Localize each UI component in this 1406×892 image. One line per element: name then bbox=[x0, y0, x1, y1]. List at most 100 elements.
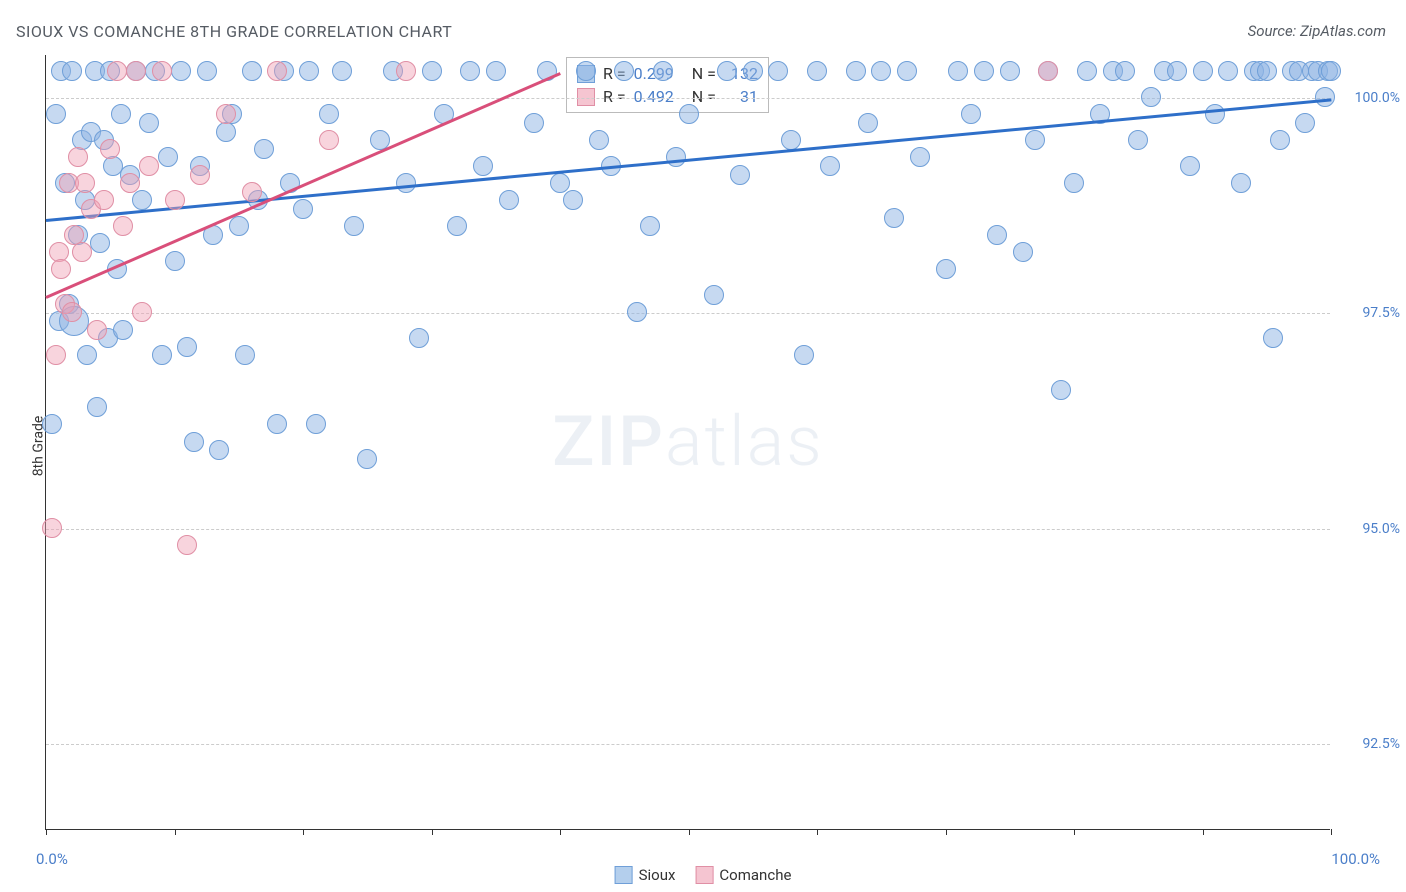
scatter-point bbox=[306, 414, 326, 434]
scatter-point bbox=[77, 345, 97, 365]
series-swatch bbox=[577, 88, 595, 106]
scatter-point bbox=[499, 190, 519, 210]
scatter-point bbox=[113, 320, 133, 340]
scatter-point bbox=[51, 259, 71, 279]
scatter-point bbox=[987, 225, 1007, 245]
scatter-point bbox=[781, 130, 801, 150]
scatter-point bbox=[1321, 61, 1341, 81]
x-tick bbox=[432, 829, 433, 835]
scatter-point bbox=[126, 61, 146, 81]
scatter-point bbox=[42, 518, 62, 538]
scatter-point bbox=[1064, 173, 1084, 193]
scatter-point bbox=[1167, 61, 1187, 81]
scatter-point bbox=[113, 216, 133, 236]
scatter-point bbox=[111, 104, 131, 124]
scatter-point bbox=[524, 113, 544, 133]
x-axis-max-label: 100.0% bbox=[1331, 850, 1380, 868]
scatter-point bbox=[768, 61, 788, 81]
scatter-point bbox=[936, 259, 956, 279]
scatter-point bbox=[1000, 61, 1020, 81]
scatter-point bbox=[460, 61, 480, 81]
scatter-point bbox=[267, 61, 287, 81]
legend-label: Comanche bbox=[719, 866, 791, 884]
scatter-point bbox=[1315, 87, 1335, 107]
scatter-point bbox=[107, 61, 127, 81]
scatter-point bbox=[422, 61, 442, 81]
scatter-point bbox=[1013, 242, 1033, 262]
scatter-point bbox=[627, 302, 647, 322]
scatter-point bbox=[1128, 130, 1148, 150]
scatter-point bbox=[884, 208, 904, 228]
scatter-point bbox=[165, 190, 185, 210]
scatter-point bbox=[42, 414, 62, 434]
scatter-point bbox=[216, 104, 236, 124]
scatter-point bbox=[807, 61, 827, 81]
scatter-point bbox=[68, 147, 88, 167]
scatter-point bbox=[409, 328, 429, 348]
scatter-point bbox=[94, 190, 114, 210]
y-tick-label: 100.0% bbox=[1355, 90, 1400, 106]
scatter-point bbox=[396, 61, 416, 81]
correlation-chart: SIOUX VS COMANCHE 8TH GRADE CORRELATION … bbox=[0, 0, 1406, 892]
scatter-point bbox=[846, 61, 866, 81]
scatter-point bbox=[948, 61, 968, 81]
scatter-point bbox=[473, 156, 493, 176]
scatter-point bbox=[1038, 61, 1058, 81]
scatter-point bbox=[184, 432, 204, 452]
scatter-point bbox=[299, 61, 319, 81]
scatter-point bbox=[46, 345, 66, 365]
scatter-point bbox=[1218, 61, 1238, 81]
scatter-point bbox=[152, 61, 172, 81]
scatter-point bbox=[1193, 61, 1213, 81]
stat-n-value: 31 bbox=[724, 87, 758, 106]
x-tick bbox=[817, 829, 818, 835]
scatter-point bbox=[332, 61, 352, 81]
scatter-point bbox=[563, 190, 583, 210]
x-tick bbox=[303, 829, 304, 835]
scatter-point bbox=[974, 61, 994, 81]
scatter-point bbox=[704, 285, 724, 305]
scatter-point bbox=[158, 147, 178, 167]
scatter-point bbox=[858, 113, 878, 133]
scatter-point bbox=[1263, 328, 1283, 348]
scatter-point bbox=[717, 61, 737, 81]
scatter-point bbox=[871, 61, 891, 81]
y-tick-label: 97.5% bbox=[1362, 305, 1400, 321]
chart-title: SIOUX VS COMANCHE 8TH GRADE CORRELATION … bbox=[16, 22, 452, 41]
plot-area: ZIPatlas R =0.299N =132R =0.492N =31 92.… bbox=[45, 55, 1330, 830]
scatter-point bbox=[235, 345, 255, 365]
scatter-point bbox=[197, 61, 217, 81]
gridline-h bbox=[46, 529, 1330, 530]
scatter-point bbox=[486, 61, 506, 81]
scatter-point bbox=[1205, 104, 1225, 124]
scatter-point bbox=[62, 61, 82, 81]
scatter-point bbox=[666, 147, 686, 167]
scatter-point bbox=[209, 440, 229, 460]
stat-r-value: 0.492 bbox=[634, 87, 674, 106]
scatter-point bbox=[447, 216, 467, 236]
scatter-point bbox=[1180, 156, 1200, 176]
scatter-point bbox=[319, 104, 339, 124]
scatter-point bbox=[87, 397, 107, 417]
legend-item: Sioux bbox=[615, 866, 676, 884]
scatter-point bbox=[743, 61, 763, 81]
scatter-point bbox=[1270, 130, 1290, 150]
scatter-point bbox=[1115, 61, 1135, 81]
scatter-point bbox=[120, 173, 140, 193]
x-tick bbox=[1331, 829, 1332, 835]
scatter-point bbox=[177, 535, 197, 555]
x-axis-min-label: 0.0% bbox=[36, 850, 68, 868]
x-tick bbox=[175, 829, 176, 835]
scatter-point bbox=[1231, 173, 1251, 193]
y-tick-label: 95.0% bbox=[1362, 521, 1400, 537]
scatter-point bbox=[589, 130, 609, 150]
scatter-point bbox=[267, 414, 287, 434]
legend: Sioux Comanche bbox=[615, 866, 792, 884]
scatter-point bbox=[820, 156, 840, 176]
stat-r-label: R = bbox=[603, 87, 626, 106]
scatter-point bbox=[216, 122, 236, 142]
scatter-point bbox=[1025, 130, 1045, 150]
stat-n-label: N = bbox=[692, 64, 716, 83]
scatter-point bbox=[177, 337, 197, 357]
scatter-point bbox=[1295, 113, 1315, 133]
